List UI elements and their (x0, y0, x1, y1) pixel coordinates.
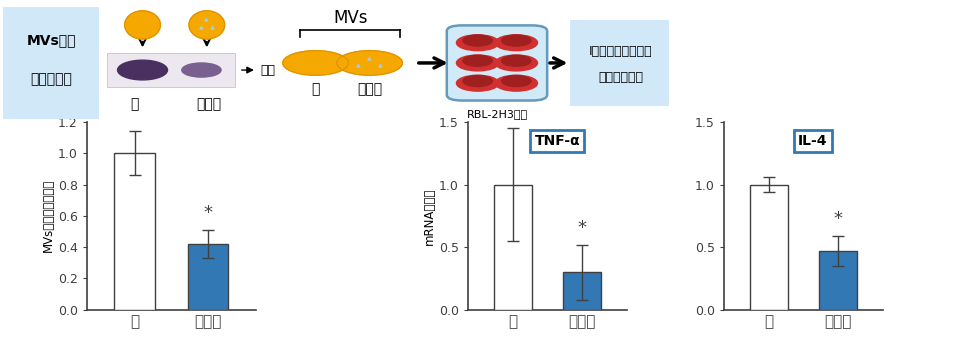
Text: 遥伝子発現量: 遥伝子発現量 (598, 71, 643, 84)
FancyBboxPatch shape (447, 25, 547, 100)
Circle shape (463, 76, 492, 86)
Circle shape (502, 76, 531, 86)
Text: ▲: ▲ (378, 63, 383, 68)
Text: 水: 水 (312, 82, 319, 96)
Circle shape (463, 55, 492, 66)
Text: ▲: ▲ (199, 25, 204, 30)
Circle shape (124, 11, 160, 39)
Text: IL-4: IL-4 (798, 134, 828, 148)
Circle shape (337, 51, 402, 75)
FancyBboxPatch shape (107, 53, 235, 87)
Ellipse shape (181, 63, 221, 77)
Text: ▲: ▲ (356, 63, 361, 68)
Text: ▲: ▲ (210, 25, 215, 30)
Text: ▲: ▲ (368, 56, 372, 61)
FancyBboxPatch shape (570, 20, 669, 106)
Text: TNF-α: TNF-α (535, 134, 580, 148)
Y-axis label: mRNA発現量: mRNA発現量 (424, 187, 436, 245)
Text: 毒素含有量: 毒素含有量 (30, 73, 72, 87)
Bar (819, 251, 857, 310)
Bar (750, 185, 787, 310)
Text: 電解水: 電解水 (357, 82, 382, 96)
Circle shape (495, 75, 538, 91)
Bar (564, 272, 601, 310)
Circle shape (456, 55, 499, 71)
Text: 水: 水 (130, 97, 138, 111)
Circle shape (495, 55, 538, 71)
Circle shape (189, 11, 225, 39)
Circle shape (283, 51, 348, 75)
FancyBboxPatch shape (3, 7, 99, 119)
Y-axis label: MVs中の毒素含有量: MVs中の毒素含有量 (42, 179, 55, 252)
Bar (188, 244, 228, 310)
Text: RBL-2H3細胞: RBL-2H3細胞 (466, 109, 528, 119)
Text: *: * (834, 211, 842, 228)
Circle shape (463, 35, 492, 46)
Bar (115, 153, 154, 310)
Text: ▲: ▲ (205, 17, 209, 22)
Text: 電解水: 電解水 (196, 97, 221, 111)
Ellipse shape (118, 60, 168, 80)
Circle shape (456, 75, 499, 91)
Circle shape (495, 35, 538, 51)
Text: 毒素: 毒素 (261, 64, 275, 76)
Text: MVs中の: MVs中の (26, 33, 76, 47)
Bar (494, 185, 532, 310)
Text: I型アレルギー関連: I型アレルギー関連 (589, 45, 652, 58)
Circle shape (502, 35, 531, 46)
Text: *: * (204, 204, 212, 223)
Circle shape (502, 55, 531, 66)
Text: *: * (578, 219, 587, 237)
Text: MVs: MVs (333, 10, 368, 28)
Circle shape (456, 35, 499, 51)
